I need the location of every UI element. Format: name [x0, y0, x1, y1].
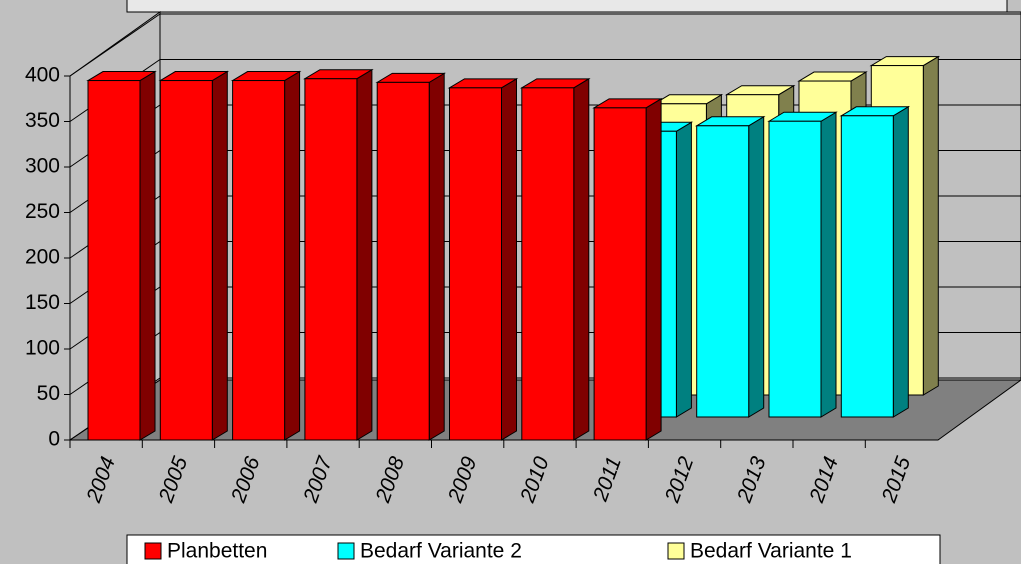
y-tick-label: 150	[25, 291, 60, 314]
bar	[87, 80, 141, 441]
y-tick-label: 50	[37, 382, 60, 405]
y-tick-label: 300	[25, 155, 60, 178]
bar-side	[675, 121, 692, 418]
grid-line	[69, 13, 1021, 77]
bar-side	[748, 115, 765, 418]
bar-side	[892, 105, 909, 418]
legend-label: Bedarf Variante 1	[690, 540, 852, 563]
legend-swatch	[337, 542, 355, 560]
y-tick-label: 250	[25, 200, 60, 223]
bar	[768, 120, 822, 418]
legend: Planbetten Bedarf Variante 2 Bedarf Varian…	[144, 540, 852, 563]
y-tick-label: 350	[25, 109, 60, 132]
bar	[521, 87, 575, 441]
legend-label: Planbetten	[167, 540, 267, 563]
legend-label: Bedarf Variante 2	[360, 540, 522, 563]
bar-side	[645, 97, 662, 441]
bar-side	[211, 70, 228, 441]
legend-box	[126, 534, 941, 564]
bar-side	[501, 77, 517, 441]
y-tick-label: 400	[25, 64, 60, 87]
legend-swatch	[667, 542, 685, 560]
bar-side	[284, 70, 301, 441]
y-tick-label: 0	[48, 428, 60, 451]
bars	[86, 55, 941, 441]
bar	[840, 115, 894, 418]
bar	[593, 107, 647, 441]
legend-swatch	[144, 542, 162, 560]
y-tick-label: 200	[25, 246, 60, 269]
bar-side	[922, 55, 939, 396]
y-tick-label: 100	[25, 337, 60, 360]
bar-side	[356, 68, 373, 441]
bar	[232, 80, 286, 441]
bar	[696, 125, 750, 418]
bar	[159, 80, 213, 441]
bar	[449, 87, 502, 441]
bar	[376, 81, 430, 441]
bar-side	[428, 72, 445, 441]
bar-side	[573, 77, 590, 441]
bar-side	[820, 111, 837, 418]
title-box	[126, 0, 1008, 13]
bar	[304, 78, 358, 441]
bar-side	[139, 70, 156, 441]
